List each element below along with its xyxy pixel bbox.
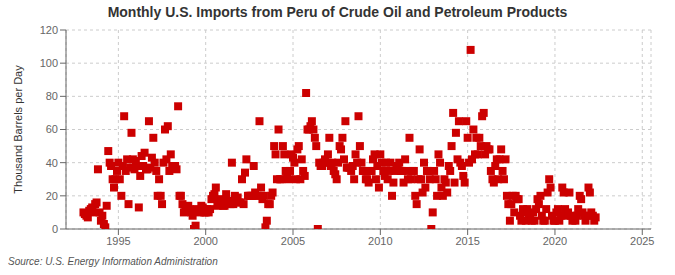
svg-text:2025: 2025 — [630, 235, 654, 247]
svg-text:1995: 1995 — [106, 235, 130, 247]
svg-text:2005: 2005 — [281, 235, 305, 247]
svg-text:2010: 2010 — [368, 235, 392, 247]
svg-text:120: 120 — [40, 24, 58, 36]
svg-text:80: 80 — [46, 90, 58, 102]
svg-text:40: 40 — [46, 157, 58, 169]
svg-text:2015: 2015 — [455, 235, 479, 247]
html-text:Monthly U.S. Imports from Peru: Monthly U.S. Imports from Peru of Crude … — [107, 4, 568, 20]
svg-text:0: 0 — [52, 223, 58, 235]
svg-text:100: 100 — [40, 57, 58, 69]
svg-text:20: 20 — [46, 190, 58, 202]
svg-text:Thousand Barrels per Day: Thousand Barrels per Day — [12, 65, 24, 194]
svg-text:2000: 2000 — [193, 235, 217, 247]
svg-text:2020: 2020 — [543, 235, 567, 247]
svg-text:60: 60 — [46, 123, 58, 135]
html-text:Source: U.S. Energy Informatio: Source: U.S. Energy Information Administ… — [8, 256, 218, 267]
